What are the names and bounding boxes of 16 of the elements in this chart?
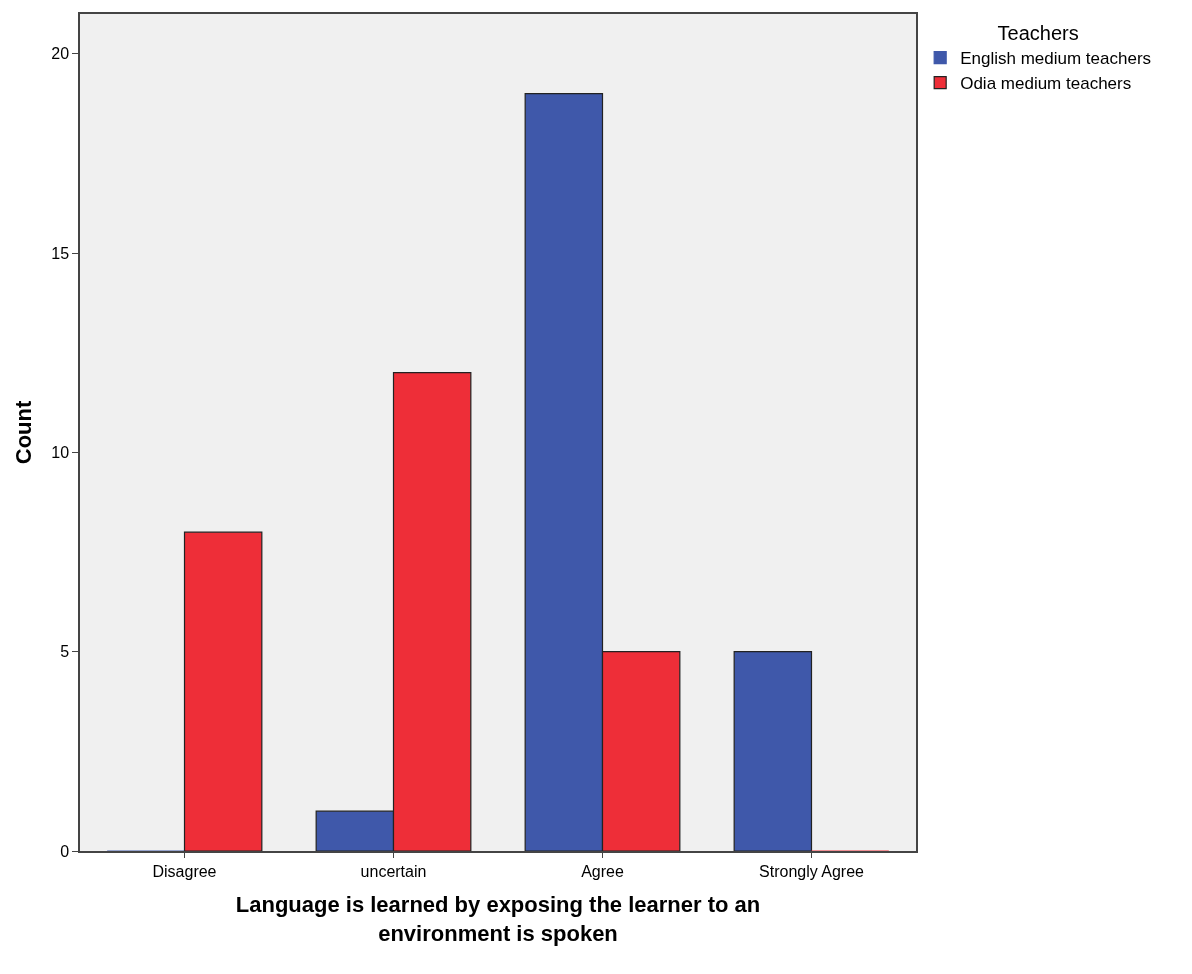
bar [183,531,263,851]
x-tick-label: Strongly Agree [759,862,865,880]
legend-label: English medium teachers [960,49,1152,69]
y-tick-label: 15 [51,244,70,262]
y-axis-title: Count [10,400,36,465]
x-tick-label: Agree [581,862,624,880]
y-tick-label: 20 [51,45,70,63]
bar [733,651,813,851]
legend-title: Teachers [997,22,1079,44]
y-tick-label: 5 [60,643,70,661]
x-axis-title: Language is learned by exposing the learner to an environment is spoken [235,892,761,946]
x-tick-label: Disagree [152,862,217,880]
y-tick-label: 10 [51,444,70,462]
y-tick-label: 0 [60,842,70,860]
x-tick-label: uncertain [360,862,427,880]
legend-label: Odia medium teachers [960,74,1132,94]
